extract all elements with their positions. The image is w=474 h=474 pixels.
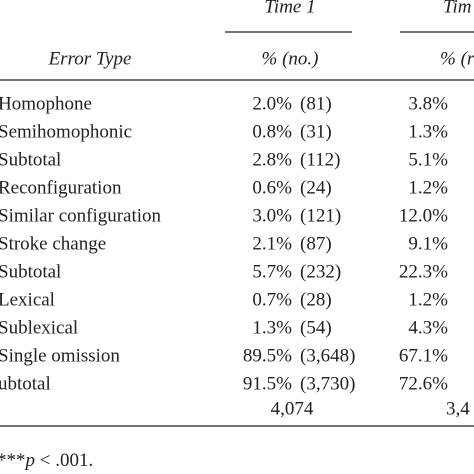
row-label: Lexical xyxy=(0,289,55,310)
cell-count: (232) xyxy=(300,261,341,282)
row-label: Single omission xyxy=(0,345,120,366)
cell-percent: 72.6% xyxy=(399,373,448,394)
cell-percent: 3.8% xyxy=(408,93,448,114)
cell-percent: 1.3% xyxy=(408,121,448,142)
cell-percent: 0.7% xyxy=(252,289,292,310)
cell-count: (3,730) xyxy=(300,373,355,394)
row-header: Error Type xyxy=(48,48,132,69)
footnote-text: < .001. xyxy=(35,450,93,471)
footnote: ***p < .001. xyxy=(0,450,93,471)
cell-percent: 91.5% xyxy=(243,373,292,394)
sub-header: % (no.) xyxy=(262,48,319,69)
cell-count: (24) xyxy=(300,177,332,198)
cell-percent: 2.8% xyxy=(252,149,292,170)
footnote-p: p xyxy=(24,450,36,471)
cell-percent: 9.1% xyxy=(408,233,448,254)
cell-percent: 0.6% xyxy=(252,177,292,198)
cell-count: (54) xyxy=(300,317,332,338)
cell-percent: 67.1% xyxy=(399,345,448,366)
row-label: Similar configuration xyxy=(0,205,162,226)
row-label: Reconfiguration xyxy=(0,177,122,198)
row-label: ubtotal xyxy=(0,373,51,394)
cell-percent: 2.0% xyxy=(252,93,292,114)
cell-percent: 5.7% xyxy=(252,261,292,282)
row-label: Homophone xyxy=(0,93,92,114)
row-label: Stroke change xyxy=(0,233,106,254)
cell-percent: 89.5% xyxy=(243,345,292,366)
cell-percent: 0.8% xyxy=(252,121,292,142)
cell-percent: 3.0% xyxy=(252,205,292,226)
cell-percent: 1.3% xyxy=(252,317,292,338)
row-label: Subtotal xyxy=(0,149,61,170)
group-header: Time 1 xyxy=(264,0,315,17)
cell-count: (31) xyxy=(300,121,332,142)
cell-percent: 1.2% xyxy=(408,289,448,310)
cell-percent: 2.1% xyxy=(252,233,292,254)
cell-count: (28) xyxy=(300,289,332,310)
cell-count: (3,648) xyxy=(300,345,355,366)
cell-count: (112) xyxy=(300,149,340,170)
cell-count: (81) xyxy=(300,93,332,114)
total: 4,074 xyxy=(271,398,314,419)
row-label: Subtotal xyxy=(0,261,61,282)
cell-percent: 5.1% xyxy=(408,149,448,170)
total: 3,4 xyxy=(446,398,470,419)
group-header: Tim xyxy=(443,0,472,17)
footnote-stars: *** xyxy=(0,450,26,471)
row-label: Sublexical xyxy=(0,317,78,338)
cell-percent: 22.3% xyxy=(399,261,448,282)
cell-percent: 4.3% xyxy=(408,317,448,338)
cell-count: (121) xyxy=(300,205,341,226)
row-label: Semihomophonic xyxy=(0,121,132,142)
sub-header: % (r xyxy=(440,48,474,69)
cell-count: (87) xyxy=(300,233,332,254)
cell-percent: 12.0% xyxy=(399,205,448,226)
cell-percent: 1.2% xyxy=(408,177,448,198)
